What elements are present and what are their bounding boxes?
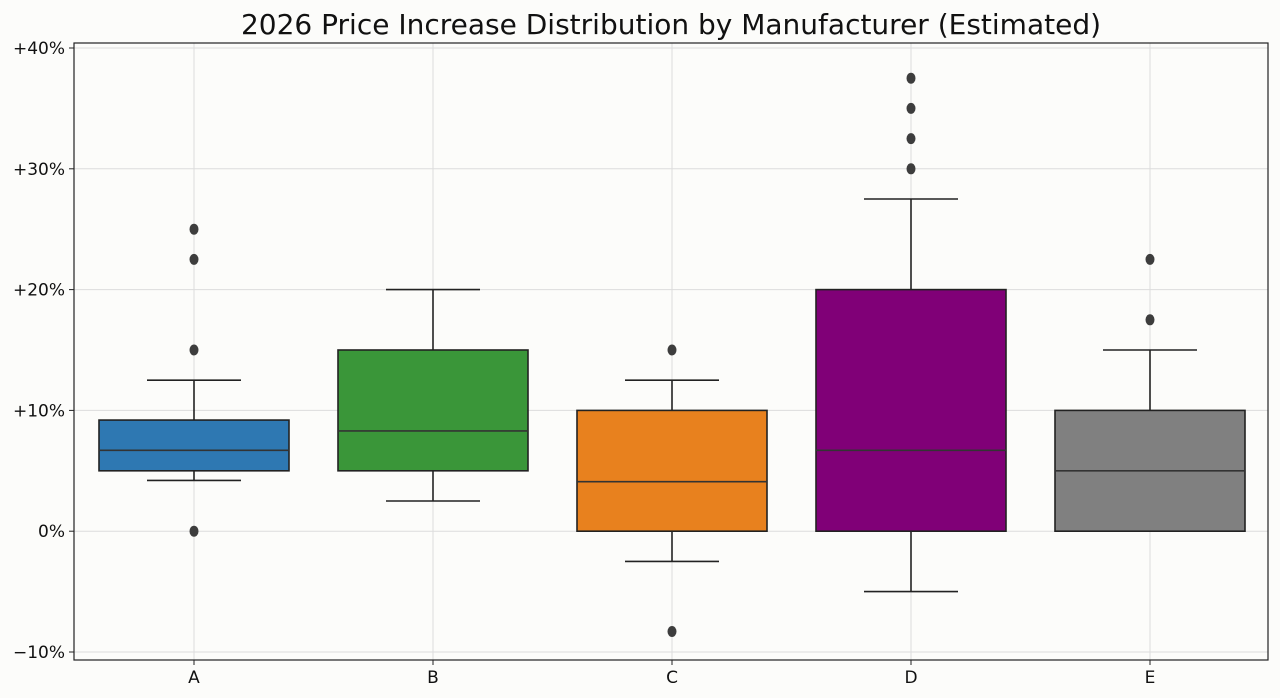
iqr-box (98, 419, 290, 472)
x-tick-label: D (904, 668, 917, 688)
outlier-point (667, 344, 677, 356)
box-group-d (815, 72, 1007, 593)
x-tick-label: A (188, 668, 200, 688)
y-axis-ticks: −10% 0% +10% +20% +30% +40% (13, 39, 74, 663)
outlier-point (667, 625, 677, 637)
box-group-e (1054, 253, 1246, 533)
y-tick-label: +20% (13, 281, 65, 301)
chart-title: 2026 Price Increase Distribution by Manu… (241, 8, 1101, 41)
outlier-point (189, 223, 199, 235)
y-tick-label: 0% (38, 522, 65, 542)
box-group-c (576, 344, 768, 637)
outlier-point (906, 102, 916, 114)
outlier-point (906, 163, 916, 175)
y-tick-label: −10% (13, 643, 65, 663)
y-tick-label: +30% (13, 160, 65, 180)
boxes (98, 72, 1246, 637)
x-tick-label: E (1145, 668, 1156, 688)
x-tick-label: C (666, 668, 678, 688)
x-tick-label: B (427, 668, 439, 688)
x-axis-ticks: A B C D E (188, 660, 1155, 688)
y-tick-label: +40% (13, 39, 65, 59)
outlier-point (906, 133, 916, 145)
iqr-box (337, 349, 529, 472)
iqr-box (576, 409, 768, 532)
outlier-point (906, 72, 916, 84)
outlier-point (1145, 253, 1155, 265)
box-group-a (98, 223, 290, 537)
outlier-point (1145, 314, 1155, 326)
plot-frame (73, 42, 1269, 661)
outlier-point (189, 253, 199, 265)
outlier-point (189, 525, 199, 537)
box-group-b (337, 288, 529, 502)
outlier-point (189, 344, 199, 356)
y-tick-label: +10% (13, 401, 65, 421)
iqr-box (815, 288, 1007, 533)
